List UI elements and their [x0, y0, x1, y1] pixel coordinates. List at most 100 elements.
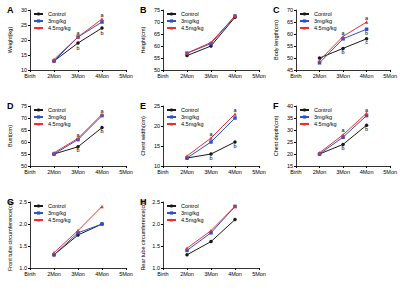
- svg-text:20: 20: [287, 151, 293, 157]
- svg-text:Birth: Birth: [290, 169, 301, 175]
- svg-text:4Mon: 4Mon: [228, 73, 242, 79]
- svg-text:2Mon: 2Mon: [47, 169, 61, 175]
- svg-text:3mg/kg: 3mg/kg: [48, 210, 66, 216]
- svg-text:3Mon: 3Mon: [204, 169, 218, 175]
- svg-text:3Mon: 3Mon: [71, 271, 85, 277]
- svg-text:b: b: [342, 49, 345, 55]
- svg-text:4Mon: 4Mon: [228, 271, 242, 277]
- svg-text:Control: Control: [314, 11, 332, 17]
- svg-text:2Mon: 2Mon: [180, 73, 194, 79]
- svg-text:5Mon: 5Mon: [383, 169, 397, 175]
- svg-text:3Mon: 3Mon: [204, 271, 218, 277]
- svg-text:b: b: [100, 30, 103, 36]
- svg-text:3mg/kg: 3mg/kg: [48, 18, 66, 24]
- svg-text:3mg/kg: 3mg/kg: [181, 18, 199, 24]
- svg-text:4.5mg/kg: 4.5mg/kg: [314, 121, 337, 127]
- svg-text:4Mon: 4Mon: [95, 73, 109, 79]
- svg-text:3mg/kg: 3mg/kg: [181, 210, 199, 216]
- svg-text:b: b: [342, 145, 345, 151]
- svg-text:5Mon: 5Mon: [383, 73, 397, 79]
- svg-text:a: a: [342, 127, 346, 133]
- svg-text:75: 75: [154, 7, 160, 13]
- svg-text:4.5mg/kg: 4.5mg/kg: [48, 25, 71, 31]
- svg-text:Chest width(cm): Chest width(cm): [140, 116, 146, 156]
- svg-text:55: 55: [154, 55, 160, 61]
- svg-text:a: a: [365, 15, 369, 21]
- svg-text:35: 35: [287, 115, 293, 121]
- svg-text:65: 65: [287, 19, 293, 25]
- svg-text:70: 70: [21, 115, 27, 121]
- svg-text:3Mon: 3Mon: [336, 169, 350, 175]
- svg-text:4Mon: 4Mon: [95, 271, 109, 277]
- svg-text:4.5mg/kg: 4.5mg/kg: [314, 25, 337, 31]
- svg-text:4.5mg/kg: 4.5mg/kg: [181, 121, 204, 127]
- svg-text:a: a: [100, 108, 104, 114]
- svg-text:Weight(kg): Weight(kg): [7, 27, 13, 54]
- svg-text:25: 25: [21, 22, 27, 28]
- svg-text:60: 60: [287, 31, 293, 37]
- svg-text:Height(cm): Height(cm): [140, 26, 146, 53]
- svg-text:3Mon: 3Mon: [336, 73, 350, 79]
- svg-text:3Mon: 3Mon: [204, 73, 218, 79]
- svg-text:b: b: [365, 30, 368, 36]
- svg-text:2Mon: 2Mon: [47, 271, 61, 277]
- svg-text:60: 60: [154, 43, 160, 49]
- svg-text:5Mon: 5Mon: [119, 271, 133, 277]
- svg-text:65: 65: [21, 127, 27, 133]
- svg-text:Birth: Birth: [157, 73, 168, 79]
- svg-text:H: H: [140, 197, 147, 207]
- svg-text:D: D: [7, 101, 14, 111]
- svg-text:Birth: Birth: [290, 73, 301, 79]
- svg-text:55: 55: [287, 43, 293, 49]
- svg-text:3Mon: 3Mon: [71, 169, 85, 175]
- svg-text:Rear tube circumference(cm): Rear tube circumference(cm): [140, 199, 146, 270]
- svg-text:1.5: 1.5: [152, 243, 160, 249]
- svg-text:3Mon: 3Mon: [71, 73, 85, 79]
- svg-text:25: 25: [154, 103, 160, 109]
- svg-text:A: A: [7, 5, 14, 15]
- svg-text:Control: Control: [181, 107, 199, 113]
- svg-text:C: C: [273, 5, 280, 15]
- svg-text:3mg/kg: 3mg/kg: [181, 114, 199, 120]
- svg-text:1.5: 1.5: [19, 243, 27, 249]
- svg-text:Control: Control: [181, 11, 199, 17]
- svg-text:60: 60: [21, 139, 27, 145]
- svg-text:5Mon: 5Mon: [119, 73, 133, 79]
- svg-text:2.0: 2.0: [152, 221, 160, 227]
- svg-text:a: a: [342, 30, 346, 36]
- svg-text:4.5mg/kg: 4.5mg/kg: [181, 25, 204, 31]
- svg-text:a: a: [100, 12, 104, 18]
- svg-text:b: b: [233, 143, 236, 149]
- svg-text:b: b: [76, 45, 79, 51]
- svg-text:4.5mg/kg: 4.5mg/kg: [48, 121, 71, 127]
- svg-text:4Mon: 4Mon: [360, 73, 374, 79]
- svg-text:Control: Control: [181, 203, 199, 209]
- svg-text:b: b: [100, 128, 103, 134]
- svg-text:4Mon: 4Mon: [228, 169, 242, 175]
- svg-text:15: 15: [21, 52, 27, 58]
- svg-text:65: 65: [154, 31, 160, 37]
- svg-text:75: 75: [21, 103, 27, 109]
- svg-text:15: 15: [154, 143, 160, 149]
- svg-text:20: 20: [154, 123, 160, 129]
- svg-text:Birth: Birth: [24, 271, 35, 277]
- svg-text:Control: Control: [48, 11, 66, 17]
- svg-text:2Mon: 2Mon: [47, 73, 61, 79]
- svg-text:30: 30: [21, 7, 27, 13]
- svg-text:30: 30: [287, 127, 293, 133]
- svg-text:Control: Control: [48, 203, 66, 209]
- svg-text:a: a: [209, 131, 213, 137]
- svg-text:20: 20: [21, 37, 27, 43]
- svg-text:5Mon: 5Mon: [119, 169, 133, 175]
- svg-text:2.5: 2.5: [19, 199, 27, 205]
- svg-text:E: E: [140, 101, 146, 111]
- svg-text:4.5mg/kg: 4.5mg/kg: [48, 217, 71, 223]
- svg-text:5Mon: 5Mon: [252, 271, 266, 277]
- svg-text:70: 70: [287, 7, 293, 13]
- svg-text:55: 55: [21, 151, 27, 157]
- svg-text:Body length(cm): Body length(cm): [273, 20, 279, 60]
- svg-text:25: 25: [287, 139, 293, 145]
- svg-text:2Mon: 2Mon: [180, 169, 194, 175]
- svg-text:4Mon: 4Mon: [360, 169, 374, 175]
- svg-text:4Mon: 4Mon: [95, 169, 109, 175]
